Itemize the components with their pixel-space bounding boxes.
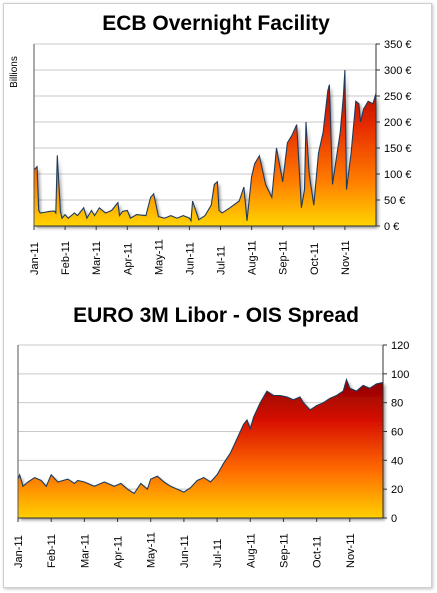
x-tick-label: Apr-11 xyxy=(113,536,125,568)
x-tick-labels: Jan-11 Feb-11 Mar-11 Apr-11 May-11 Jun-11 Jul-… xyxy=(13,532,357,568)
axes xyxy=(17,344,387,522)
y-tick-label: 40 xyxy=(391,455,403,467)
x-tick-label: May-11 xyxy=(146,532,158,568)
x-tick-label: Feb-11 xyxy=(60,241,72,275)
x-tick-label: Sep-11 xyxy=(278,240,290,275)
y-tick-label: 300 € xyxy=(384,65,412,77)
y-tick-label: 150 € xyxy=(384,143,412,155)
y-tick-label: 120 xyxy=(391,340,409,352)
chart-title: ECB Overnight Facility xyxy=(102,12,330,35)
y-tick-label: 350 € xyxy=(384,39,412,51)
x-tick-label: Mar-11 xyxy=(91,241,103,275)
chart-title: EURO 3M Libor - OIS Spread xyxy=(73,304,359,327)
series-area-0 xyxy=(18,379,383,518)
axes xyxy=(33,43,380,230)
x-tick-label: Jul-11 xyxy=(212,539,224,568)
series-line-0 xyxy=(33,69,377,223)
y-tick-label: 20 xyxy=(391,484,403,496)
x-tick-label: Apr-11 xyxy=(122,243,134,275)
y-axis-label: Billions xyxy=(9,56,20,88)
x-tick-label: Aug-11 xyxy=(247,240,259,275)
x-tick-label: Jun-11 xyxy=(179,535,191,568)
x-tick-label: Sep-11 xyxy=(278,533,290,568)
x-tick-label: Jan-11 xyxy=(29,242,41,275)
x-tick-label: Mar-11 xyxy=(79,534,91,568)
y-tick-label: 200 € xyxy=(384,117,412,129)
y-tick-label: 100 xyxy=(391,369,409,381)
ecb-overnight-chart: ECB Overnight Facility Billions 0 € 50 € 1… xyxy=(9,12,412,275)
y-tick-label: 250 € xyxy=(384,91,412,103)
x-tick-label: Nov-11 xyxy=(345,533,357,568)
x-tick-label: Nov-11 xyxy=(340,240,352,275)
x-tick-label: Jan-11 xyxy=(13,535,25,568)
y-tick-label: 50 € xyxy=(384,195,405,207)
y-tick-label: 60 xyxy=(391,427,403,439)
data-series xyxy=(17,377,384,518)
series-area-0 xyxy=(34,70,376,226)
y-tick-label: 0 xyxy=(391,513,397,525)
x-tick-label: Oct-11 xyxy=(312,536,324,568)
data-series xyxy=(33,69,377,226)
libor-ois-chart: EURO 3M Libor - OIS Spread 0 20 40 60 80 100 1… xyxy=(13,304,409,568)
y-tick-label: 80 xyxy=(391,398,403,410)
y-tick-labels: 0 20 40 60 80 100 120 xyxy=(391,340,409,525)
series-line-0 xyxy=(17,377,384,495)
y-tick-labels: 0 € 50 € 100 € 150 € 200 € 250 € 300 € 350 € xyxy=(384,39,412,233)
x-tick-label: May-11 xyxy=(153,239,165,275)
y-tick-label: 100 € xyxy=(384,169,412,181)
x-tick-labels: Jan-11 Feb-11 Mar-11 Apr-11 May-11 Jun-11 Jul-… xyxy=(29,239,352,275)
x-tick-label: Oct-11 xyxy=(309,243,321,275)
x-tick-label: Feb-11 xyxy=(46,534,58,568)
x-tick-label: Jul-11 xyxy=(216,246,228,275)
y-tick-label: 0 € xyxy=(384,221,399,233)
x-tick-label: Jun-11 xyxy=(184,242,196,275)
x-tick-label: Aug-11 xyxy=(245,533,257,568)
